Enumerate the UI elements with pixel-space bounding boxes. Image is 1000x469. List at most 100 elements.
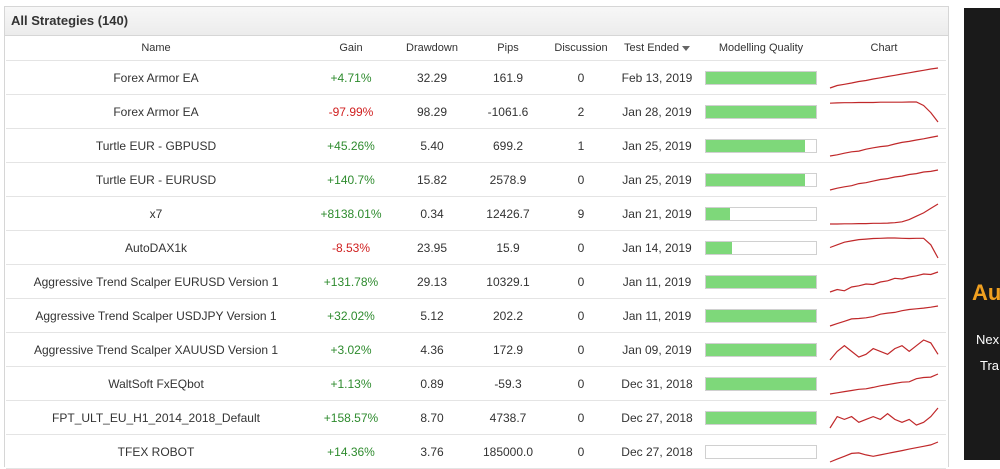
equity-sparkline (829, 168, 939, 191)
test-ended-label: Test Ended (623, 42, 680, 54)
table-row[interactable]: x7 +8138.01% 0.34 12426.7 9 Jan 21, 2019 (6, 196, 946, 231)
table-row[interactable]: Forex Armor EA -97.99% 98.29 -1061.6 2 Jan 28… (6, 94, 946, 129)
modelling-quality-fill (706, 71, 816, 84)
equity-sparkline (829, 304, 939, 327)
column-header-test-ended[interactable]: Test Ended (614, 36, 700, 61)
table-row[interactable]: Aggressive Trend Scalper USDJPY Version … (6, 298, 946, 333)
gain-value: +140.7% (306, 162, 396, 197)
equity-sparkline (829, 134, 939, 157)
chart-cell (822, 162, 946, 197)
column-header-drawdown[interactable]: Drawdown (396, 36, 468, 61)
chart-cell (822, 196, 946, 231)
modelling-quality-fill (706, 275, 816, 288)
column-header-name[interactable]: Name (6, 36, 306, 61)
strategy-name[interactable]: x7 (6, 196, 306, 231)
drawdown-value: 5.12 (396, 298, 468, 333)
drawdown-value: 8.70 (396, 400, 468, 435)
gain-value: +45.26% (306, 128, 396, 163)
chart-cell (822, 400, 946, 435)
strategy-name[interactable]: WaltSoft FxEQbot (6, 366, 306, 401)
pips-value: 10329.1 (468, 264, 548, 299)
gain-value: +131.78% (306, 264, 396, 299)
strategy-name[interactable]: Forex Armor EA (6, 94, 306, 129)
modelling-quality-cell (700, 366, 822, 401)
strategy-name[interactable]: Aggressive Trend Scalper XAUUSD Version … (6, 332, 306, 367)
chart-cell (822, 366, 946, 401)
modelling-quality-cell (700, 94, 822, 129)
modelling-quality-fill (706, 343, 816, 356)
strategy-name[interactable]: Aggressive Trend Scalper USDJPY Version … (6, 298, 306, 333)
test-ended-date: Dec 27, 2018 (614, 434, 700, 469)
table-row[interactable]: Forex Armor EA +4.71% 32.29 161.9 0 Feb 13, 2… (6, 60, 946, 95)
table-row[interactable]: WaltSoft FxEQbot +1.13% 0.89 -59.3 0 Dec 31, … (6, 366, 946, 401)
modelling-quality-cell (700, 332, 822, 367)
modelling-quality-fill (706, 139, 805, 152)
gain-value: -97.99% (306, 94, 396, 129)
sparkline-path (829, 440, 939, 463)
strategy-name[interactable]: FPT_ULT_EU_H1_2014_2018_Default (6, 400, 306, 435)
table-row[interactable]: Aggressive Trend Scalper EURUSD Version … (6, 264, 946, 299)
discussion-count: 1 (548, 128, 614, 163)
column-header-modelling-quality[interactable]: Modelling Quality (700, 36, 822, 61)
strategy-name[interactable]: TFEX ROBOT (6, 434, 306, 469)
strategy-name[interactable]: Forex Armor EA (6, 60, 306, 95)
table-row[interactable]: AutoDAX1k -8.53% 23.95 15.9 0 Jan 14, 2019 (6, 230, 946, 265)
pips-value: 161.9 (468, 60, 548, 95)
ad-text-line-2: Tra (980, 358, 1000, 373)
strategies-panel: All Strategies (140) Name Gain Drawdown … (4, 6, 949, 469)
column-header-chart: Chart (822, 36, 946, 61)
strategy-name[interactable]: Turtle EUR - EURUSD (6, 162, 306, 197)
side-advertisement[interactable]: Au Nex Tra (964, 8, 1000, 460)
modelling-quality-bar (705, 342, 817, 357)
table-row[interactable]: Aggressive Trend Scalper XAUUSD Version … (6, 332, 946, 367)
discussion-count: 0 (548, 162, 614, 197)
pips-value: 185000.0 (468, 434, 548, 469)
table-row[interactable]: FPT_ULT_EU_H1_2014_2018_Default +158.57% 8… (6, 400, 946, 435)
test-ended-date: Jan 21, 2019 (614, 196, 700, 231)
drawdown-value: 0.89 (396, 366, 468, 401)
discussion-count: 0 (548, 332, 614, 367)
pips-value: 15.9 (468, 230, 548, 265)
sparkline-path (829, 134, 939, 157)
equity-sparkline (829, 372, 939, 395)
modelling-quality-bar (705, 444, 817, 459)
drawdown-value: 3.76 (396, 434, 468, 469)
table-row[interactable]: Turtle EUR - GBPUSD +45.26% 5.40 699.2 1 Jan … (6, 128, 946, 163)
modelling-quality-fill (706, 207, 731, 220)
discussion-count: 0 (548, 298, 614, 333)
modelling-quality-bar (705, 70, 817, 85)
sparkline-path (829, 66, 939, 89)
strategy-name[interactable]: Turtle EUR - GBPUSD (6, 128, 306, 163)
chart-cell (822, 230, 946, 265)
strategy-name[interactable]: Aggressive Trend Scalper EURUSD Version … (6, 264, 306, 299)
chart-cell (822, 434, 946, 469)
modelling-quality-cell (700, 400, 822, 435)
sparkline-path (829, 372, 939, 395)
sparkline-path (829, 236, 939, 258)
gain-value: -8.53% (306, 230, 396, 265)
panel-title: All Strategies (140) (5, 7, 948, 36)
sort-desc-icon (682, 45, 691, 51)
discussion-count: 9 (548, 196, 614, 231)
sparkline-path (829, 168, 939, 191)
column-header-pips[interactable]: Pips (468, 36, 548, 61)
test-ended-date: Feb 13, 2019 (614, 60, 700, 95)
modelling-quality-fill (706, 377, 816, 390)
modelling-quality-cell (700, 230, 822, 265)
pips-value: 4738.7 (468, 400, 548, 435)
equity-sparkline (829, 100, 939, 122)
pips-value: 699.2 (468, 128, 548, 163)
strategy-name[interactable]: AutoDAX1k (6, 230, 306, 265)
table-row[interactable]: TFEX ROBOT +14.36% 3.76 185000.0 0 Dec 27, 20… (6, 434, 946, 469)
column-header-gain[interactable]: Gain (306, 36, 396, 61)
drawdown-value: 29.13 (396, 264, 468, 299)
sparkline-path (829, 338, 939, 360)
equity-sparkline (829, 270, 939, 293)
modelling-quality-bar (705, 376, 817, 391)
chart-cell (822, 94, 946, 129)
sparkline-path (829, 270, 939, 293)
gain-value: +8138.01% (306, 196, 396, 231)
drawdown-value: 5.40 (396, 128, 468, 163)
table-row[interactable]: Turtle EUR - EURUSD +140.7% 15.82 2578.9 0 Ja… (6, 162, 946, 197)
column-header-discussion[interactable]: Discussion (548, 36, 614, 61)
